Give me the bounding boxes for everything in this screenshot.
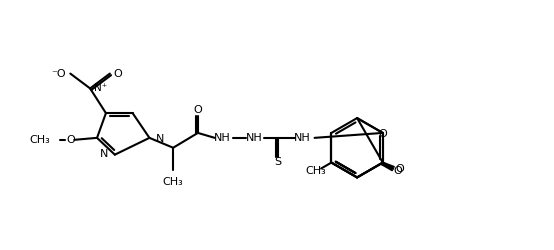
- Text: CH₃: CH₃: [306, 166, 326, 176]
- Text: ⁻O: ⁻O: [52, 68, 66, 78]
- Text: O: O: [378, 129, 387, 139]
- Text: S: S: [274, 156, 281, 166]
- Text: CH₃: CH₃: [163, 178, 183, 188]
- Text: N⁺: N⁺: [94, 84, 107, 94]
- Text: NH: NH: [294, 133, 311, 143]
- Text: O: O: [193, 105, 202, 115]
- Text: O: O: [66, 135, 75, 145]
- Text: NH: NH: [246, 133, 263, 143]
- Text: N: N: [156, 134, 165, 144]
- Text: NH: NH: [214, 133, 231, 143]
- Text: CH₃: CH₃: [30, 135, 50, 145]
- Text: O: O: [114, 68, 122, 78]
- Text: O: O: [394, 166, 403, 176]
- Text: N: N: [100, 149, 108, 159]
- Text: O: O: [395, 164, 404, 174]
